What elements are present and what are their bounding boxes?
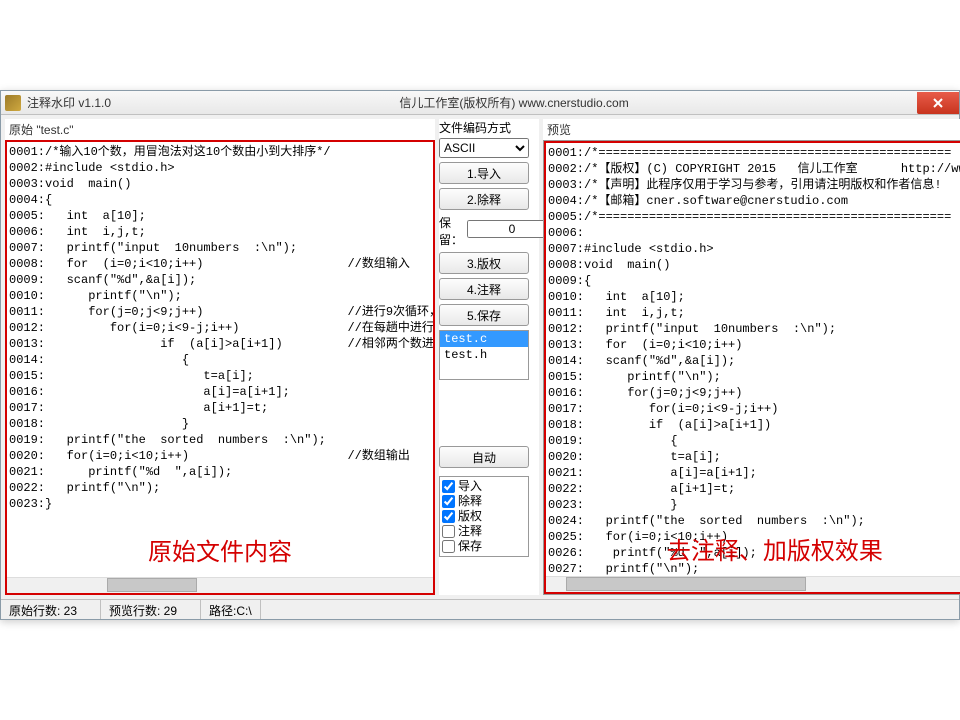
- check-save-box[interactable]: [442, 540, 455, 553]
- preview-code[interactable]: 0001:/*=================================…: [546, 143, 960, 576]
- file-item-selected[interactable]: test.c: [440, 331, 528, 347]
- import-button[interactable]: 1.导入: [439, 162, 529, 184]
- preview-box-outer: 0001:/*=================================…: [543, 140, 960, 595]
- work-area: 原始 "test.c" 0001:/*输入10个数，用冒泡法对这10个数由小到大…: [1, 115, 959, 599]
- file-list[interactable]: test.c test.h: [439, 330, 529, 380]
- close-icon: [932, 97, 944, 109]
- control-panel: 文件编码方式 ASCII 1.导入 2.除释 保留： ▴ ▾ 3.版权 4.注释…: [439, 119, 539, 595]
- comment-button[interactable]: 4.注释: [439, 278, 529, 300]
- auto-button[interactable]: 自动: [439, 446, 529, 468]
- preview-code-box: 0001:/*=================================…: [544, 141, 960, 594]
- window-title: 注释水印 v1.1.0: [25, 94, 111, 111]
- encoding-select[interactable]: ASCII: [439, 138, 529, 158]
- scroll-thumb[interactable]: [107, 578, 197, 592]
- preview-panel: 预览 0001:/*==============================…: [543, 119, 960, 595]
- status-bar: 原始行数: 23 预览行数: 29 路径:C:\: [1, 599, 959, 619]
- app-icon: [5, 95, 21, 111]
- original-code-box: 0001:/*输入10个数，用冒泡法对这10个数由小到大排序*/ 0002:#i…: [5, 140, 435, 595]
- close-button[interactable]: [917, 92, 959, 114]
- check-import-box[interactable]: [442, 480, 455, 493]
- preview-hscroll[interactable]: [546, 576, 960, 592]
- file-item[interactable]: test.h: [440, 347, 528, 363]
- check-strip[interactable]: 除释: [442, 494, 526, 509]
- retain-row: 保留： ▴ ▾: [439, 214, 539, 248]
- preview-title: 预览: [543, 119, 960, 140]
- app-window: 注释水印 v1.1.0 信儿工作室(版权所有) www.cnerstudio.c…: [0, 90, 960, 620]
- auto-checklist: 导入 除释 版权 注释 保存: [439, 476, 529, 557]
- retain-label: 保留：: [439, 214, 463, 248]
- original-hscroll[interactable]: [7, 577, 433, 593]
- original-title: 原始 "test.c": [5, 119, 435, 140]
- scroll-thumb[interactable]: [566, 577, 806, 591]
- status-path: 路径:C:\: [201, 600, 261, 619]
- check-save[interactable]: 保存: [442, 539, 526, 554]
- save-button[interactable]: 5.保存: [439, 304, 529, 326]
- original-panel: 原始 "test.c" 0001:/*输入10个数，用冒泡法对这10个数由小到大…: [5, 119, 435, 595]
- copyright-button[interactable]: 3.版权: [439, 252, 529, 274]
- encoding-label: 文件编码方式: [439, 119, 539, 136]
- original-code[interactable]: 0001:/*输入10个数，用冒泡法对这10个数由小到大排序*/ 0002:#i…: [7, 142, 433, 577]
- status-preview-lines: 预览行数: 29: [101, 600, 201, 619]
- check-import[interactable]: 导入: [442, 479, 526, 494]
- strip-button[interactable]: 2.除释: [439, 188, 529, 210]
- window-buttons: [917, 92, 959, 114]
- status-orig-lines: 原始行数: 23: [1, 600, 101, 619]
- check-strip-box[interactable]: [442, 495, 455, 508]
- check-copyright[interactable]: 版权: [442, 509, 526, 524]
- check-comment-box[interactable]: [442, 525, 455, 538]
- window-subtitle: 信儿工作室(版权所有) www.cnerstudio.com: [111, 94, 917, 111]
- titlebar[interactable]: 注释水印 v1.1.0 信儿工作室(版权所有) www.cnerstudio.c…: [1, 91, 959, 115]
- check-copyright-box[interactable]: [442, 510, 455, 523]
- check-comment[interactable]: 注释: [442, 524, 526, 539]
